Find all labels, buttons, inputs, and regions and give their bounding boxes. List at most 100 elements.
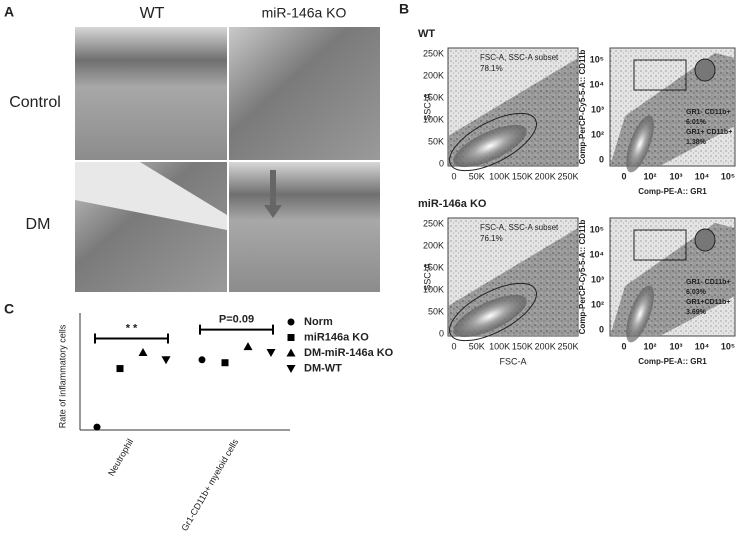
y-tick-label: 10² <box>591 129 604 139</box>
y-tick-label: 100K <box>423 284 444 294</box>
y-tick-label: 50K <box>428 306 444 316</box>
column-label: WT <box>140 5 165 22</box>
y-tick-label: 10⁵ <box>590 54 604 64</box>
y-tick-label: 200K <box>423 240 444 250</box>
flow-title: WT <box>418 28 435 40</box>
data-point <box>221 359 229 367</box>
data-point <box>243 342 253 351</box>
x-tick-label: 0 <box>621 171 626 181</box>
column-label: miR-146a KO <box>262 5 347 21</box>
quadrant-text: GR1- CD11b+ <box>686 279 731 286</box>
y-axis-label: Comp-PerCP-Cy5-5-A:: CD11b <box>578 220 587 335</box>
panel-label: A <box>4 4 14 20</box>
significance-bracket <box>94 333 169 344</box>
x-tick-label: 250K <box>557 341 578 351</box>
x-tick-label: 10⁵ <box>721 171 735 181</box>
gate-label: FSC-A, SSC-A subset <box>480 53 559 62</box>
x-tick-label: 250K <box>557 171 578 181</box>
legend-label: DM-WT <box>304 362 342 374</box>
data-point <box>93 423 101 431</box>
y-tick-label: 100K <box>423 114 444 124</box>
quadrant-text: 6.03% <box>686 289 707 296</box>
legend-marker <box>286 348 296 357</box>
y-tick-label: 0 <box>439 158 444 168</box>
density-core <box>626 285 654 343</box>
y-axis-label: SSC-A <box>422 263 432 291</box>
y-tick-label: 150K <box>423 262 444 272</box>
significance-bracket <box>199 324 274 335</box>
x-tick-label: 10² <box>643 341 656 351</box>
x-tick-label: 50K <box>469 171 485 181</box>
x-tick-label: 10⁴ <box>695 171 709 181</box>
quadrant-text: 6.01% <box>686 119 707 126</box>
data-point <box>266 348 276 357</box>
y-tick-label: 10⁵ <box>590 224 604 234</box>
y-tick-label: 50K <box>428 136 444 146</box>
gate-percent: 78.1% <box>480 64 503 73</box>
y-tick-label: 10³ <box>591 104 604 114</box>
y-tick-label: 0 <box>439 328 444 338</box>
y-tick-label: 200K <box>423 70 444 80</box>
annotation: P=0.09 <box>219 314 254 326</box>
row-label: Control <box>9 94 61 111</box>
legend-marker <box>287 318 295 326</box>
y-tick-label: 150K <box>423 92 444 102</box>
quadrant-text: 1.38% <box>686 139 707 146</box>
legend-marker <box>287 334 295 341</box>
x-axis-label: Comp-PE-A:: GR1 <box>638 357 707 366</box>
x-tick-label: 150K <box>512 171 533 181</box>
x-tick-label: 50K <box>469 341 485 351</box>
gate <box>449 282 537 342</box>
density-core <box>626 115 654 173</box>
density-core <box>453 294 527 338</box>
y-tick-label: 10³ <box>591 274 604 284</box>
x-tick-label: 10² <box>643 171 656 181</box>
y-tick-label: 10⁴ <box>590 249 604 259</box>
x-tick-label: Gr1-CD11b+ myeloid cells <box>179 437 240 533</box>
x-tick-label: 10³ <box>669 171 682 181</box>
y-axis-label: Comp-PerCP-Cy5-5-A:: CD11b <box>578 50 587 165</box>
x-tick-label: 100K <box>489 171 510 181</box>
x-tick-label: 10⁴ <box>695 341 709 351</box>
y-tick-label: 10² <box>591 299 604 309</box>
data-point <box>138 347 148 356</box>
data-point <box>161 356 171 365</box>
quadrant-text: GR1+ CD11b+ <box>686 129 732 136</box>
histology-images <box>75 27 380 292</box>
x-axis-label: Comp-PE-A:: GR1 <box>638 187 707 196</box>
x-tick-label: Neutrophil <box>106 437 135 478</box>
y-axis-label: SSC-A <box>422 93 432 121</box>
gate <box>694 58 716 82</box>
x-axis-label: FSC-A <box>500 356 527 366</box>
density-core <box>453 124 527 168</box>
panel-label: C <box>4 301 14 317</box>
gate <box>449 112 537 172</box>
gate <box>694 228 716 252</box>
y-tick-label: 0 <box>599 154 604 164</box>
legend-label: DM-miR-146a KO <box>304 347 394 359</box>
quadrant-text: GR1+CD11b+ <box>686 299 730 306</box>
panel-label: B <box>399 1 409 17</box>
x-tick-label: 10³ <box>669 341 682 351</box>
gate <box>633 229 687 261</box>
row-label: DM <box>26 216 51 233</box>
gate-percent: 76.1% <box>480 234 503 243</box>
legend-label: Norm <box>304 316 333 328</box>
x-tick-label: 150K <box>512 341 533 351</box>
x-tick-label: 10⁵ <box>721 341 735 351</box>
legend-label: miR146a KO <box>304 331 369 343</box>
quadrant-text: 3.69% <box>686 309 707 316</box>
x-tick-label: 0 <box>621 341 626 351</box>
legend-marker <box>286 365 296 373</box>
y-tick-label: 0 <box>599 324 604 334</box>
x-tick-label: 0 <box>451 341 456 351</box>
y-tick-label: 10⁴ <box>590 79 604 89</box>
gate-label: FSC-A, SSC-A subset <box>480 223 559 232</box>
annotation: * * <box>126 322 138 334</box>
flow-title: miR-146a KO <box>418 198 487 210</box>
gate <box>633 59 687 91</box>
x-tick-label: 200K <box>535 171 556 181</box>
quadrant-text: GR1- CD11b+ <box>686 109 731 116</box>
y-tick-label: 250K <box>423 48 444 58</box>
